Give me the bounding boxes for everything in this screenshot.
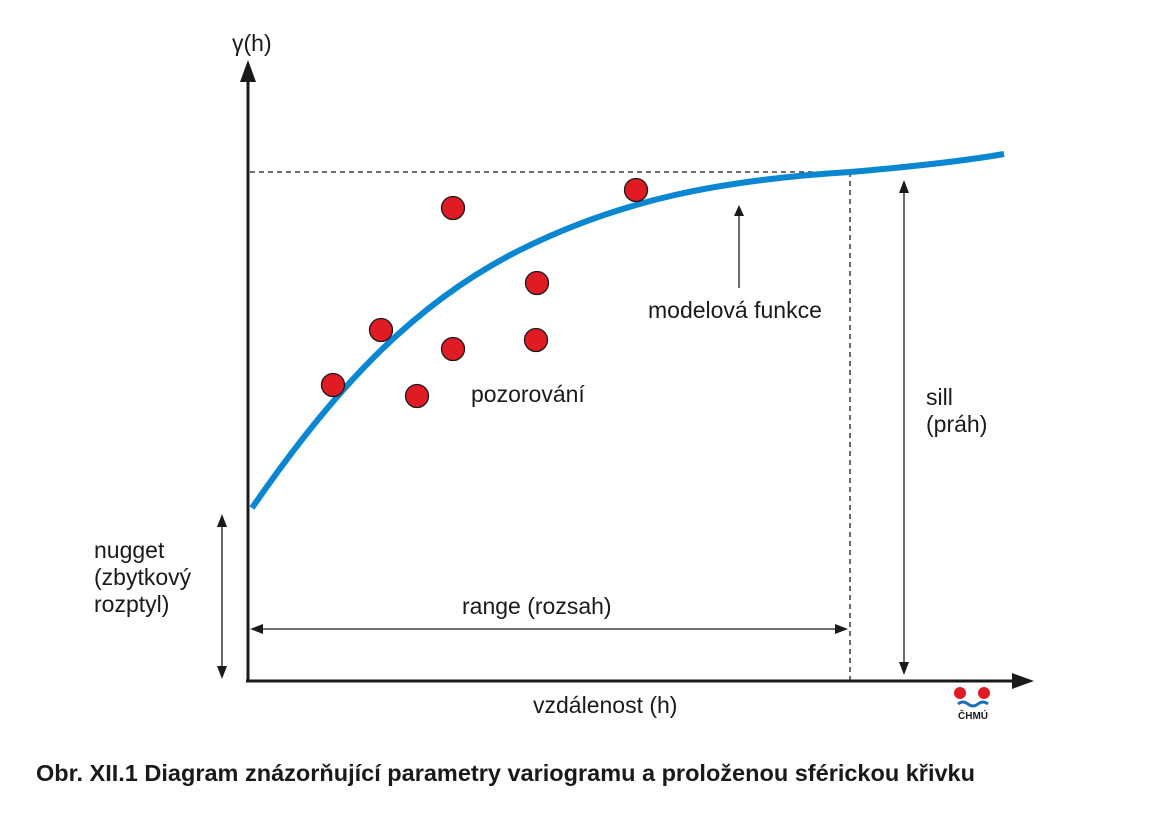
nugget-arrow-top-icon — [217, 514, 227, 527]
observation-point — [404, 383, 430, 409]
observation-point — [524, 270, 550, 296]
observation-point — [440, 195, 466, 221]
sill-label-line-1: sill — [926, 384, 953, 410]
y-axis-arrow-icon — [240, 60, 256, 82]
model-curve — [249, 151, 1005, 510]
sill-arrow-top-icon — [899, 180, 909, 193]
sill-label-line-2: (práh) — [926, 411, 988, 437]
range-arrow-right-icon — [835, 624, 848, 634]
chmu-logo-mark — [954, 687, 990, 708]
chmu-logo-text: ČHMÚ — [958, 711, 988, 722]
figure-caption: Obr. XII.1 Diagram znázorňující parametr… — [36, 760, 975, 786]
x-axis-arrow-icon — [1012, 673, 1034, 689]
observation-point — [368, 317, 394, 343]
observation-point — [623, 177, 649, 203]
x-axis-label: vzdálenost (h) — [533, 692, 678, 718]
range-label: range (rozsah) — [462, 593, 612, 619]
y-axis-label: γ(h) — [232, 30, 272, 56]
nugget-label-line-2: (zbytkový — [94, 564, 192, 590]
nugget-arrow-bottom-icon — [217, 666, 227, 679]
sill-arrow-bottom-icon — [899, 662, 909, 675]
observation-points — [320, 177, 649, 409]
observation-point — [320, 372, 346, 398]
model-pointer-arrowhead-icon — [734, 205, 744, 216]
nugget-label-line-1: nugget — [94, 537, 165, 563]
chmu-logo-icon: ČHMÚ — [950, 684, 996, 724]
range-arrow-left-icon — [250, 624, 263, 634]
observation-point — [523, 327, 549, 353]
observation-point — [440, 336, 466, 362]
observations-label: pozorování — [471, 381, 585, 407]
nugget-label-line-3: rozptyl) — [94, 591, 170, 617]
model-function-label: modelová funkce — [648, 297, 822, 323]
